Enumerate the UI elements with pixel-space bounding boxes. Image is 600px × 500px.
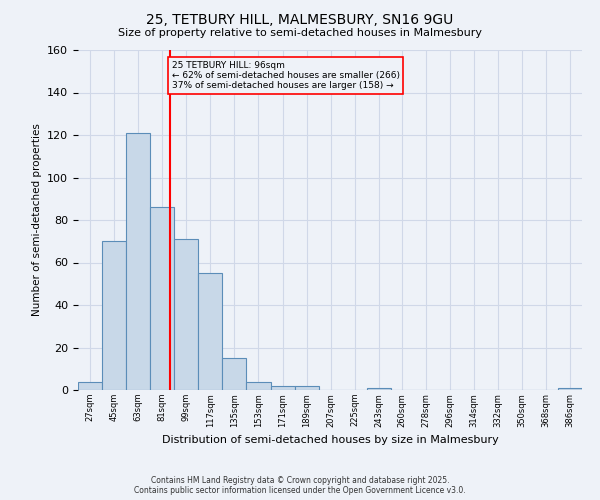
Bar [223,358,247,390]
Text: 25, TETBURY HILL, MALMESBURY, SN16 9GU: 25, TETBURY HILL, MALMESBURY, SN16 9GU [146,12,454,26]
Bar [126,133,150,390]
Text: Size of property relative to semi-detached houses in Malmesbury: Size of property relative to semi-detach… [118,28,482,38]
Bar [199,273,223,390]
Bar [174,239,199,390]
Bar [295,386,319,390]
X-axis label: Distribution of semi-detached houses by size in Malmesbury: Distribution of semi-detached houses by … [161,435,499,445]
Bar [247,382,271,390]
Bar [271,386,295,390]
Bar [558,388,582,390]
Bar [150,207,174,390]
Text: 25 TETBURY HILL: 96sqm
← 62% of semi-detached houses are smaller (266)
37% of se: 25 TETBURY HILL: 96sqm ← 62% of semi-det… [172,60,400,90]
Bar [367,388,391,390]
Y-axis label: Number of semi-detached properties: Number of semi-detached properties [32,124,41,316]
Bar [78,382,102,390]
Bar [102,242,126,390]
Text: Contains HM Land Registry data © Crown copyright and database right 2025.
Contai: Contains HM Land Registry data © Crown c… [134,476,466,495]
